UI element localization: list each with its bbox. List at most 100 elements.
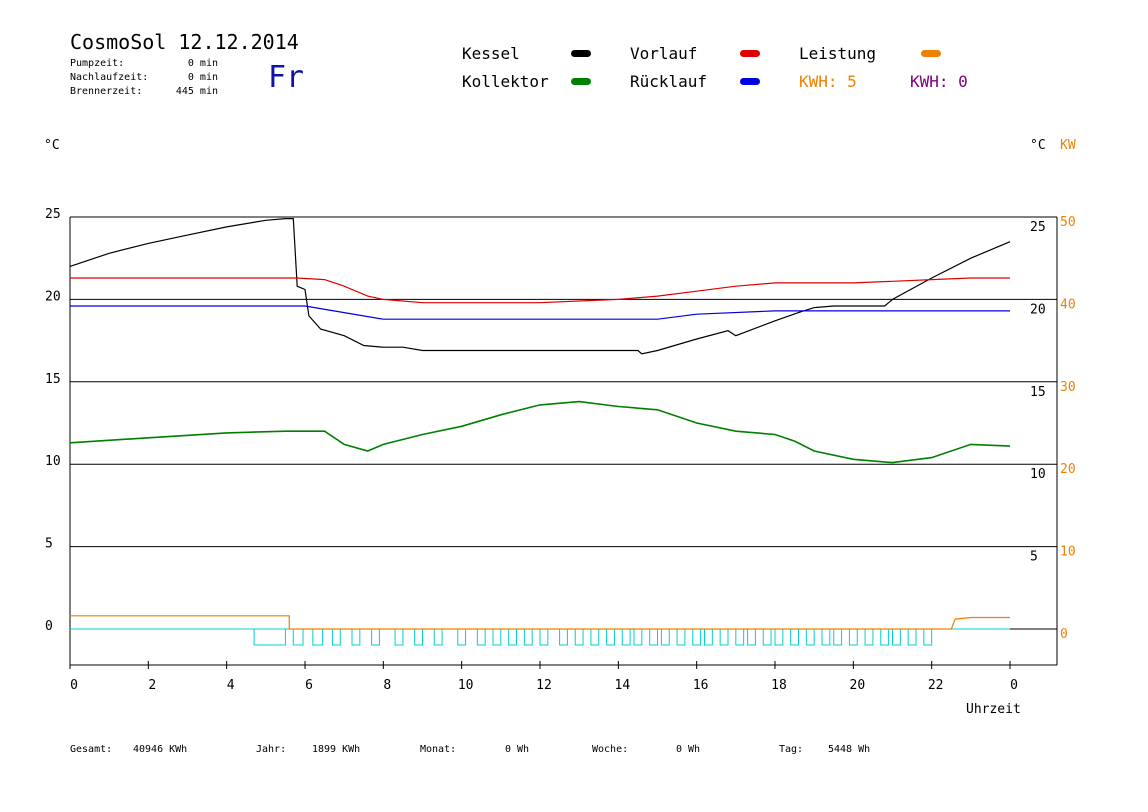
pump-pulse-13 [523, 628, 533, 646]
x-tick-label-10: 20 [850, 678, 866, 693]
right-axis-unit-kw: KW [1060, 138, 1076, 153]
x-tick-label-12: 0 [1010, 678, 1018, 693]
pump-pulse-20 [633, 628, 643, 646]
stat-value-brennerzeit: 445 min [175, 86, 218, 97]
series-line-1 [70, 277, 1010, 304]
series-line-2 [70, 305, 1010, 320]
footer-woche-value: 0 Wh [676, 744, 701, 755]
right-c-tick-label-25: 25 [1030, 220, 1046, 235]
pump-pulse-29 [762, 628, 772, 646]
legend-leistung-swatch [921, 50, 941, 57]
footer-tag-value: 5448 Wh [828, 744, 871, 755]
right-kw-tick-label-10: 10 [1060, 545, 1076, 560]
pump-pulse-17 [590, 628, 600, 646]
pump-pulse-9 [457, 628, 467, 646]
legend-leistung-label: Leistung [799, 44, 877, 63]
legend-kessel-swatch [571, 50, 591, 57]
right-kw-tick-label-20: 20 [1060, 462, 1076, 477]
left-tick-label-25: 25 [45, 207, 61, 222]
x-tick-label-5: 10 [458, 678, 474, 693]
footer-jahr-value: 1899 KWh [312, 744, 361, 755]
x-tick-label-4: 8 [383, 678, 391, 693]
pump-pulse-28 [747, 628, 756, 646]
x-tick-label-8: 16 [693, 678, 709, 693]
x-tick-label-0: 0 [70, 678, 78, 693]
pump-pulse-30 [774, 628, 784, 646]
x-tick-label-6: 12 [536, 678, 552, 693]
pump-pulse-38 [892, 628, 901, 646]
x-tick-label-7: 14 [615, 678, 631, 693]
x-tick-label-11: 22 [928, 678, 944, 693]
series-line-4 [70, 615, 1010, 630]
pump-pulse-1 [292, 628, 304, 646]
footer-gesamt-value: 40946 KWh [133, 744, 188, 755]
series-line-3 [69, 400, 1011, 464]
legend-kollektor-label: Kollektor [462, 72, 549, 91]
pump-pulse-6 [394, 628, 404, 646]
pump-pulse-21 [649, 628, 659, 646]
right-axis-unit-celsius: °C [1030, 138, 1046, 153]
pump-pulse-18 [606, 628, 615, 646]
pump-pulse-3 [331, 628, 341, 646]
pump-pulse-10 [476, 628, 486, 646]
legend-kwh-leistung: KWH: 5 [799, 72, 857, 91]
pump-pulse-40 [923, 628, 933, 646]
legend-vorlauf-label: Vorlauf [630, 44, 698, 63]
x-axis-label: Uhrzeit [966, 702, 1021, 717]
pump-pulse-32 [805, 628, 815, 646]
right-c-tick-label-5: 5 [1030, 550, 1038, 565]
pump-pulse-23 [676, 628, 686, 646]
right-kw-tick-label-30: 30 [1060, 380, 1076, 395]
pump-pulse-25 [704, 628, 713, 646]
left-axis-unit: °C [44, 138, 60, 153]
right-kw-tick-label-0: 0 [1060, 627, 1068, 642]
pump-pulse-12 [508, 628, 517, 646]
legend-kwh-secondary: KWH: 0 [910, 72, 968, 91]
weekday-label: Fr [268, 60, 305, 95]
pump-pulse-5 [371, 628, 380, 646]
stat-value-nachlaufzeit: 0 min [187, 72, 218, 83]
series-line-0 [69, 218, 1011, 355]
left-tick-label-5: 5 [45, 537, 53, 552]
x-tick-label-3: 6 [305, 678, 313, 693]
footer-gesamt-label: Gesamt: [70, 744, 113, 755]
pump-pulse-35 [848, 628, 858, 646]
pump-pulse-37 [880, 628, 890, 646]
footer-jahr-label: Jahr: [256, 744, 287, 755]
x-tick-label-2: 4 [227, 678, 235, 693]
pump-pulse-36 [864, 628, 874, 646]
pump-pulse-16 [574, 628, 584, 646]
footer-woche-label: Woche: [592, 744, 629, 755]
stat-value-pumpzeit: 0 min [187, 58, 218, 69]
pump-pulse-11 [492, 628, 502, 646]
right-kw-tick-label-50: 50 [1060, 215, 1076, 230]
right-kw-tick-label-40: 40 [1060, 297, 1076, 312]
pump-pulse-7 [414, 628, 423, 646]
pump-pulse-15 [559, 628, 568, 646]
pump-pulse-22 [660, 628, 670, 646]
legend-kollektor-swatch [571, 78, 591, 85]
pump-pulse-33 [821, 628, 831, 646]
x-tick-label-9: 18 [771, 678, 787, 693]
pump-pulse-34 [833, 628, 843, 646]
pump-pulse-26 [719, 628, 729, 646]
right-c-tick-label-20: 20 [1030, 302, 1046, 317]
left-tick-label-15: 15 [45, 372, 61, 387]
pump-pulse-0 [253, 628, 286, 646]
x-tick-label-1: 2 [148, 678, 156, 693]
pump-pulse-2 [312, 628, 324, 646]
pump-pulse-19 [621, 628, 631, 646]
right-c-tick-label-10: 10 [1030, 467, 1046, 482]
legend-vorlauf-swatch [740, 50, 760, 57]
footer-tag-label: Tag: [779, 744, 804, 755]
legend-kessel-label: Kessel [462, 44, 520, 63]
pump-pulse-27 [735, 628, 745, 646]
stat-label-nachlaufzeit: Nachlaufzeit: [70, 72, 149, 83]
pump-pulse-39 [907, 628, 917, 646]
footer-monat-label: Monat: [420, 744, 457, 755]
legend-ruecklauf-label: Rücklauf [630, 72, 708, 91]
chart-title: CosmoSol 12.12.2014 [70, 30, 299, 54]
pump-pulse-31 [790, 628, 800, 646]
stat-label-pumpzeit: Pumpzeit: [70, 58, 125, 69]
